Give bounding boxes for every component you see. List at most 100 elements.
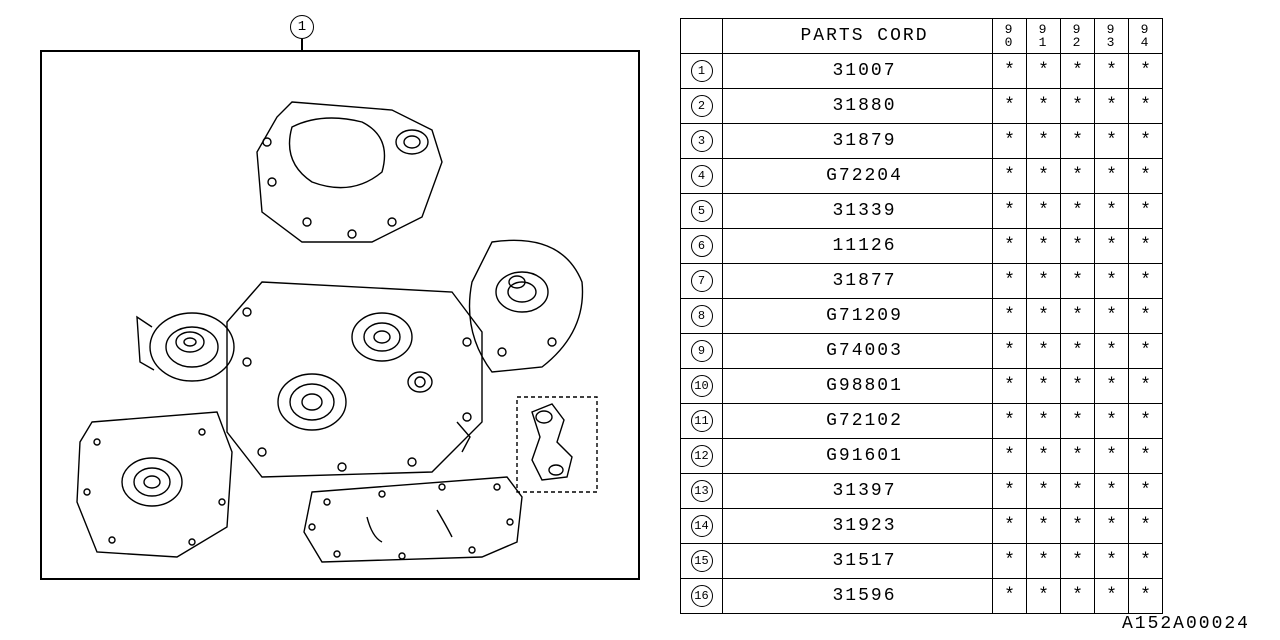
table-row: 131007***** (681, 54, 1163, 89)
mark-cell: * (1095, 124, 1129, 159)
mark-cell: * (1061, 404, 1095, 439)
row-number-cell: 6 (681, 229, 723, 264)
mark-cell: * (993, 404, 1027, 439)
header-year-2: 92 (1061, 19, 1095, 54)
mark-cell: * (1129, 299, 1163, 334)
circle-number: 9 (691, 340, 713, 362)
row-number-cell: 5 (681, 194, 723, 229)
circle-number: 14 (691, 515, 713, 537)
row-number-cell: 10 (681, 369, 723, 404)
mark-cell: * (1061, 124, 1095, 159)
table-row: 10G98801***** (681, 369, 1163, 404)
part-code-cell: 31007 (723, 54, 993, 89)
mark-cell: * (1129, 264, 1163, 299)
mark-cell: * (1061, 299, 1095, 334)
row-number-cell: 8 (681, 299, 723, 334)
callout-number: 1 (298, 19, 306, 35)
mark-cell: * (1095, 194, 1129, 229)
mark-cell: * (993, 299, 1027, 334)
mark-cell: * (1095, 439, 1129, 474)
part-code-cell: 31879 (723, 124, 993, 159)
mark-cell: * (1061, 54, 1095, 89)
circle-number: 10 (691, 375, 713, 397)
mark-cell: * (1027, 579, 1061, 614)
circle-number: 6 (691, 235, 713, 257)
circle-number: 11 (691, 410, 713, 432)
mark-cell: * (1027, 404, 1061, 439)
part-code-cell: 11126 (723, 229, 993, 264)
table-row: 331879***** (681, 124, 1163, 159)
table-row: 1631596***** (681, 579, 1163, 614)
mark-cell: * (993, 124, 1027, 159)
part-code-cell: 31596 (723, 579, 993, 614)
table-row: 231880***** (681, 89, 1163, 124)
circle-number: 13 (691, 480, 713, 502)
part-code-cell: 31877 (723, 264, 993, 299)
part-code-cell: 31880 (723, 89, 993, 124)
mark-cell: * (1027, 334, 1061, 369)
circle-number: 4 (691, 165, 713, 187)
table-header-row: PARTS CORD 90 91 92 93 94 (681, 19, 1163, 54)
mark-cell: * (1095, 579, 1129, 614)
mark-cell: * (1129, 194, 1163, 229)
row-number-cell: 3 (681, 124, 723, 159)
mark-cell: * (1027, 124, 1061, 159)
mark-cell: * (1061, 579, 1095, 614)
table-row: 8G71209***** (681, 299, 1163, 334)
mark-cell: * (1129, 369, 1163, 404)
mark-cell: * (1061, 369, 1095, 404)
circle-number: 5 (691, 200, 713, 222)
mark-cell: * (993, 369, 1027, 404)
table-row: 1531517***** (681, 544, 1163, 579)
mark-cell: * (1027, 299, 1061, 334)
mark-cell: * (993, 579, 1027, 614)
row-number-cell: 12 (681, 439, 723, 474)
mark-cell: * (1095, 89, 1129, 124)
row-number-cell: 14 (681, 509, 723, 544)
row-number-cell: 9 (681, 334, 723, 369)
mark-cell: * (993, 194, 1027, 229)
header-year-4: 94 (1129, 19, 1163, 54)
mark-cell: * (1129, 229, 1163, 264)
mark-cell: * (1061, 159, 1095, 194)
mark-cell: * (1095, 159, 1129, 194)
part-code-cell: G74003 (723, 334, 993, 369)
mark-cell: * (1129, 579, 1163, 614)
mark-cell: * (1129, 544, 1163, 579)
mark-cell: * (1129, 509, 1163, 544)
part-code-cell: G98801 (723, 369, 993, 404)
row-number-cell: 1 (681, 54, 723, 89)
row-number-cell: 15 (681, 544, 723, 579)
table-row: 9G74003***** (681, 334, 1163, 369)
table-row: 12G91601***** (681, 439, 1163, 474)
mark-cell: * (993, 334, 1027, 369)
mark-cell: * (1095, 544, 1129, 579)
mark-cell: * (1061, 334, 1095, 369)
mark-cell: * (1129, 439, 1163, 474)
mark-cell: * (993, 474, 1027, 509)
circle-number: 12 (691, 445, 713, 467)
row-number-cell: 7 (681, 264, 723, 299)
row-number-cell: 13 (681, 474, 723, 509)
callout-marker: 1 (290, 15, 314, 39)
mark-cell: * (1095, 54, 1129, 89)
circle-number: 7 (691, 270, 713, 292)
mark-cell: * (1027, 544, 1061, 579)
mark-cell: * (1095, 334, 1129, 369)
header-year-3: 93 (1095, 19, 1129, 54)
table-row: 731877***** (681, 264, 1163, 299)
mark-cell: * (1095, 509, 1129, 544)
mark-cell: * (1061, 544, 1095, 579)
row-number-cell: 16 (681, 579, 723, 614)
mark-cell: * (1027, 439, 1061, 474)
part-code-cell: 31397 (723, 474, 993, 509)
table-row: 11G72102***** (681, 404, 1163, 439)
mark-cell: * (1129, 474, 1163, 509)
part-code-cell: 31339 (723, 194, 993, 229)
mark-cell: * (1027, 509, 1061, 544)
mark-cell: * (1129, 404, 1163, 439)
mark-cell: * (1129, 54, 1163, 89)
mark-cell: * (1027, 194, 1061, 229)
drawing-code: A152A00024 (1122, 614, 1250, 634)
row-number-cell: 4 (681, 159, 723, 194)
